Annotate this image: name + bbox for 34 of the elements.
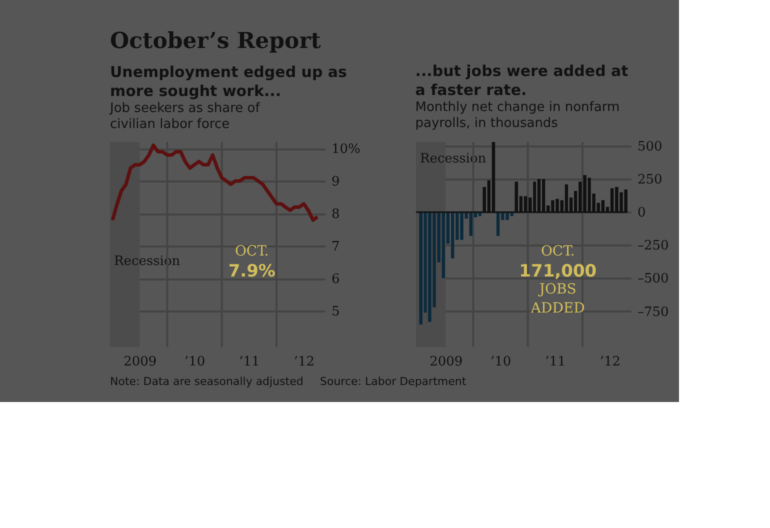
y-tick-label: 5	[332, 304, 340, 320]
y-tick-label: –750	[638, 304, 669, 320]
y-tick-label: 250	[638, 172, 662, 188]
y-tick-label: –250	[638, 238, 669, 254]
y-tick-label: 10%	[332, 142, 360, 158]
chart-subtitle: Monthly net change in nonfarm payrolls, in thousands	[415, 100, 620, 131]
y-tick-label: 7	[332, 240, 340, 255]
x-tick-label: 2009	[124, 354, 157, 370]
annotation: OCT. 7.9%	[228, 244, 276, 282]
bar	[496, 212, 500, 236]
x-tick-label: ’10	[490, 354, 512, 370]
x-tick-label: ’11	[239, 354, 260, 370]
y-tick-label: 0	[638, 206, 646, 221]
chart-title: Unemployment edged up as more sought work...	[110, 63, 348, 100]
y-tick-label: –500	[638, 272, 669, 287]
x-tick-label: ’12	[294, 354, 315, 370]
chart-subtitle: Job seekers as share of civilian labor force	[109, 101, 260, 132]
line-series	[110, 144, 320, 222]
annotation: OCT. 171,000 JOBS ADDED	[519, 244, 597, 316]
x-tick-label: ’12	[600, 354, 621, 370]
band-label: Recession	[114, 254, 181, 269]
y-tick-label: 8	[332, 207, 340, 222]
source-note: Source: Labor Department	[320, 375, 467, 388]
text: Note: Data are seasonally adjusted	[110, 375, 304, 388]
x-tick-label: ’11	[545, 354, 566, 370]
x-tick-label: ’10	[184, 354, 206, 370]
text: October’s Report	[110, 28, 322, 54]
y-tick-label: 6	[332, 272, 340, 288]
y-tick-label: 9	[332, 174, 340, 190]
y-tick-label: 500	[638, 139, 662, 154]
chart-title: ...but jobs were added at a faster rate.	[415, 62, 628, 99]
bar	[450, 212, 454, 258]
x-tick-label: 2009	[430, 354, 463, 370]
band-label: Recession	[420, 151, 487, 166]
